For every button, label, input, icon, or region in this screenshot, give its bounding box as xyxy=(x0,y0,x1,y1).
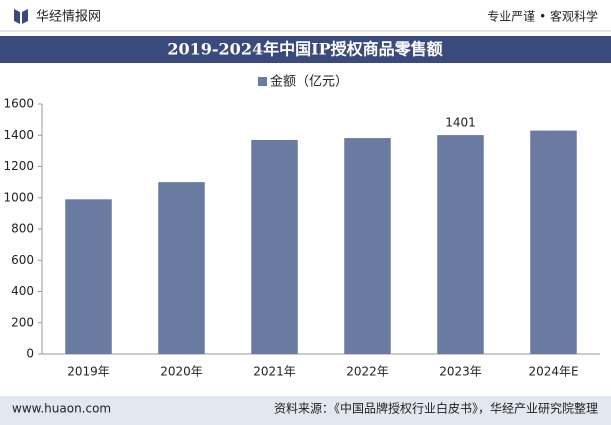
y-tick-label: 1000 xyxy=(3,190,34,204)
bar xyxy=(251,139,298,354)
bar xyxy=(344,138,391,354)
y-tick-label: 600 xyxy=(11,253,34,267)
bar xyxy=(437,135,484,354)
source: 资料来源：《中国品牌授权行业白皮书》，华经产业研究院整理 xyxy=(274,401,598,416)
x-tick-label: 2021年 xyxy=(253,365,296,379)
x-tick-label: 2024年E xyxy=(528,365,578,379)
x-tick-label: 2020年 xyxy=(160,365,203,379)
chart-title: 2019-2024年中国IP授权商品零售额 xyxy=(167,40,442,59)
y-tick-label: 1600 xyxy=(3,97,34,111)
y-tick-label: 0 xyxy=(26,347,34,361)
title-bar xyxy=(0,36,611,63)
logo xyxy=(14,9,28,24)
brand: 华经情报网 xyxy=(36,10,101,25)
legend-label: 金额（亿元） xyxy=(270,74,348,90)
bar xyxy=(65,199,112,354)
y-tick-label: 400 xyxy=(11,284,34,298)
footer-bar xyxy=(0,396,611,425)
x-tick-label: 2023年 xyxy=(439,365,482,379)
y-tick-label: 1200 xyxy=(3,159,34,173)
bar xyxy=(530,130,577,354)
x-tick-label: 2019年 xyxy=(67,365,110,379)
bar xyxy=(158,182,205,354)
slogan: 专业严谨 • 客观科学 xyxy=(487,9,598,24)
legend-swatch xyxy=(258,77,267,86)
y-tick-label: 800 xyxy=(11,222,34,236)
website: www.huaon.com xyxy=(12,402,111,416)
data-label: 1401 xyxy=(445,116,476,130)
y-tick-label: 200 xyxy=(11,315,34,329)
y-tick-label: 1400 xyxy=(3,128,34,142)
x-tick-label: 2022年 xyxy=(346,365,389,379)
